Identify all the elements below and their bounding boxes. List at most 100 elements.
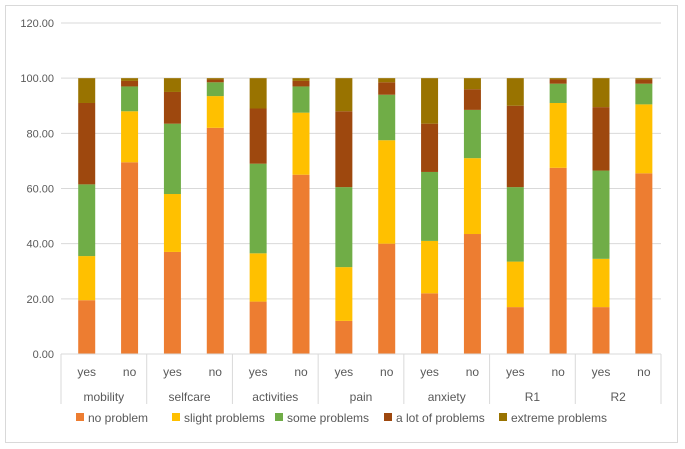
bar-segment — [206, 127, 224, 354]
x-tick-label: no — [637, 365, 651, 379]
y-tick-label: 20.00 — [26, 294, 54, 306]
bar-segment — [206, 78, 224, 80]
bar-segment — [335, 267, 353, 321]
bar-segment — [292, 112, 310, 175]
bar-segment — [378, 82, 396, 95]
bar-segment — [335, 78, 353, 112]
x-tick-label: yes — [249, 365, 268, 379]
bar-segment — [506, 105, 524, 188]
bar-segment — [249, 253, 267, 302]
bar-segment — [421, 293, 439, 354]
bar-segment — [463, 89, 481, 110]
bar-segment — [506, 261, 524, 308]
stacked-bar-chart: 0.00 20.00 40.00 60.00 80.00 100.00 120.00 yes n… — [20, 18, 662, 425]
bar-segment — [378, 78, 396, 83]
group-label: R1 — [525, 390, 541, 404]
bar-segment — [592, 307, 610, 354]
y-tick-label: 120.00 — [20, 18, 54, 30]
legend-label: some problems — [287, 411, 369, 425]
bar-segment — [635, 83, 653, 105]
x-tick-label: no — [294, 365, 308, 379]
bar-segment — [549, 78, 567, 80]
bar-segment — [421, 123, 439, 172]
bar-segment — [121, 162, 139, 354]
legend-swatch — [275, 413, 283, 421]
bar-segment — [163, 78, 181, 92]
bar-segment — [292, 86, 310, 113]
x-tick-label: yes — [77, 365, 96, 379]
group-label: mobility — [84, 390, 125, 404]
bar-segment — [206, 96, 224, 128]
bar-segment — [463, 109, 481, 159]
bar-segment — [592, 107, 610, 171]
bar-segment — [163, 123, 181, 195]
x-tick-label: yes — [163, 365, 182, 379]
x-tick-label: no — [466, 365, 480, 379]
bar-segment — [335, 187, 353, 268]
bar-segment — [335, 111, 353, 188]
bar-segment — [506, 187, 524, 262]
bar-segment — [378, 243, 396, 354]
bar-segment — [292, 174, 310, 354]
y-tick-label: 60.00 — [26, 184, 54, 196]
x-tick-label: yes — [335, 365, 354, 379]
bar-segment — [206, 82, 224, 97]
x-tick-label: yes — [420, 365, 439, 379]
x-tick-label: yes — [592, 365, 611, 379]
bar-segment — [506, 78, 524, 106]
group-label: anxiety — [428, 390, 466, 404]
bar-segment — [78, 78, 96, 103]
group-label: activities — [252, 390, 298, 404]
bar-segment — [378, 140, 396, 244]
bar-segment — [78, 102, 96, 185]
group-label: R2 — [610, 390, 626, 404]
legend-swatch — [76, 413, 84, 421]
bar-segment — [249, 78, 267, 109]
y-tick-label: 0.00 — [33, 349, 54, 361]
bar-segment — [206, 79, 224, 83]
legend-swatch — [499, 413, 507, 421]
bar-segment — [592, 258, 610, 308]
x-tick-label: no — [123, 365, 137, 379]
legend-label: slight problems — [184, 411, 265, 425]
x-tick-label: no — [209, 365, 223, 379]
bar-segment — [421, 240, 439, 294]
legend-swatch — [172, 413, 180, 421]
bar-segment — [421, 171, 439, 241]
bar-segment — [549, 79, 567, 84]
bar-segment — [421, 78, 439, 124]
chart-frame: 0.00 20.00 40.00 60.00 80.00 100.00 120.00 yes n… — [5, 5, 678, 443]
bar-segment — [249, 163, 267, 254]
bar-segment — [549, 167, 567, 354]
bar-segment — [592, 170, 610, 259]
bar-segment — [249, 301, 267, 354]
bar-segment — [549, 83, 567, 103]
x-tick-label: no — [380, 365, 394, 379]
bar-segment — [78, 184, 96, 257]
y-tick-label: 40.00 — [26, 239, 54, 251]
bar-segment — [121, 111, 139, 163]
bar-segment — [163, 91, 181, 124]
group-label: selfcare — [169, 390, 211, 404]
bar-segment — [635, 79, 653, 84]
bar-segment — [463, 158, 481, 235]
group-label: pain — [350, 390, 373, 404]
bar-segment — [335, 320, 353, 354]
y-tick-label: 100.00 — [20, 73, 54, 85]
bar-segment — [78, 256, 96, 301]
legend-label: extreme problems — [511, 411, 607, 425]
legend-swatch — [384, 413, 392, 421]
legend-label: a lot of problems — [396, 411, 485, 425]
bar-segment — [635, 173, 653, 354]
y-tick-label: 80.00 — [26, 128, 54, 140]
x-tick-label: yes — [506, 365, 525, 379]
bar-segment — [163, 194, 181, 252]
bar-segment — [506, 307, 524, 354]
legend-label: no problem — [88, 411, 148, 425]
bar-segment — [163, 251, 181, 354]
bar-segment — [121, 86, 139, 112]
bar-segment — [463, 234, 481, 354]
bar-segment — [549, 102, 567, 168]
bar-segment — [292, 80, 310, 87]
x-tick-label: no — [551, 365, 565, 379]
